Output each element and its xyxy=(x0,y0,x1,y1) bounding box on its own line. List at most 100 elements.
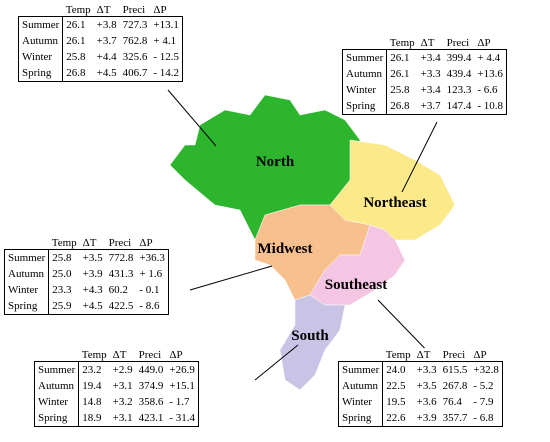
header-cell xyxy=(339,348,383,362)
header-cell xyxy=(5,236,49,250)
value-cell: +4.5 xyxy=(82,300,103,312)
header-cell xyxy=(35,348,79,362)
header-cell: Temp xyxy=(389,36,415,49)
leader-lines xyxy=(167,89,439,381)
value-cell: 26.1 xyxy=(66,19,86,31)
value-cell: 423.1 xyxy=(138,412,164,424)
value-cell: 147.4 xyxy=(446,100,472,112)
value-cell: - 8.6 xyxy=(139,300,160,312)
season-cell: Summer xyxy=(4,249,50,266)
value-cell: +13.6 xyxy=(477,68,503,80)
header-cell: ΔP xyxy=(477,36,491,49)
header-cell: ΔP xyxy=(153,3,167,16)
value-cell: 267.8 xyxy=(442,380,468,392)
value-cell: 24.0 xyxy=(386,364,406,376)
value-cell: 449.0 xyxy=(138,364,164,376)
season-cell: Spring xyxy=(34,410,80,427)
value-cell: +3.7 xyxy=(420,100,441,112)
value-cell: - 12.5 xyxy=(153,51,180,63)
season-cell: Autumn xyxy=(34,378,80,394)
value-cell: 23.2 xyxy=(82,364,102,376)
value-cell: - 6.6 xyxy=(477,84,498,96)
header-cell: Preci xyxy=(446,36,470,49)
region-label: North xyxy=(256,154,295,170)
season-cell: Autumn xyxy=(338,378,384,394)
value-cell: +3.1 xyxy=(112,412,133,424)
value-cell: +3.4 xyxy=(420,52,441,64)
value-cell: +3.5 xyxy=(82,252,103,264)
value-cell: +3.2 xyxy=(112,396,133,408)
value-cell: 26.1 xyxy=(390,68,410,80)
value-cell: - 0.1 xyxy=(139,284,160,296)
value-cell: 727.3 xyxy=(122,19,148,31)
value-cell: 25.8 xyxy=(390,84,410,96)
value-cell: +36.3 xyxy=(139,252,165,264)
header-cell: ΔT xyxy=(112,348,127,361)
value-cell: 358.6 xyxy=(138,396,164,408)
value-cell: +3.5 xyxy=(416,380,437,392)
header-cell: Temp xyxy=(51,236,77,249)
season-cell: Spring xyxy=(18,65,64,82)
value-cell: + 4.1 xyxy=(153,35,177,47)
value-cell: 18.9 xyxy=(82,412,102,424)
value-cell: 25.0 xyxy=(52,268,72,280)
leader-line xyxy=(167,89,217,147)
value-cell: +32.8 xyxy=(473,364,499,376)
header-cell xyxy=(19,3,63,17)
leader-line xyxy=(189,265,273,291)
value-cell: 615.5 xyxy=(442,364,468,376)
season-cell: Summer xyxy=(338,361,384,378)
climate-table: Temp ΔT Preci ΔP Summer 26.1 +3.8 727.3 +13.1 Aut… xyxy=(18,3,184,82)
value-cell: +15.1 xyxy=(169,380,195,392)
header-cell: Preci xyxy=(108,236,132,249)
header-cell: ΔT xyxy=(82,236,97,249)
season-cell: Winter xyxy=(18,49,64,65)
header-cell: Temp xyxy=(385,348,411,361)
region-label: Northeast xyxy=(363,195,426,211)
value-cell: - 6.8 xyxy=(473,412,494,424)
season-cell: Winter xyxy=(34,394,80,410)
value-cell: 374.9 xyxy=(138,380,164,392)
season-cell: Summer xyxy=(342,49,388,66)
season-cell: Autumn xyxy=(18,33,64,49)
value-cell: 123.3 xyxy=(446,84,472,96)
header-cell xyxy=(343,36,387,50)
header-cell: ΔP xyxy=(169,348,183,361)
value-cell: + 1.6 xyxy=(139,268,163,280)
value-cell: 357.7 xyxy=(442,412,468,424)
value-cell: +2.9 xyxy=(112,364,133,376)
value-cell: 25.8 xyxy=(52,252,72,264)
value-cell: - 5.2 xyxy=(473,380,494,392)
header-cell: Preci xyxy=(442,348,466,361)
region-southeast xyxy=(309,224,406,306)
value-cell: 762.8 xyxy=(122,35,148,47)
value-cell: - 1.7 xyxy=(169,396,190,408)
season-cell: Winter xyxy=(4,282,50,298)
header-cell: ΔT xyxy=(416,348,431,361)
value-cell: +3.3 xyxy=(420,68,441,80)
season-cell: Spring xyxy=(342,98,388,115)
region-label: Midwest xyxy=(258,241,313,257)
value-cell: - 31.4 xyxy=(169,412,196,424)
leader-line xyxy=(254,344,299,381)
value-cell: 439.4 xyxy=(446,68,472,80)
value-cell: 22.5 xyxy=(386,380,406,392)
value-cell: 26.1 xyxy=(390,52,410,64)
value-cell: 25.8 xyxy=(66,51,86,63)
season-cell: Summer xyxy=(34,361,80,378)
header-cell: ΔP xyxy=(473,348,487,361)
region-label: South xyxy=(291,328,329,344)
value-cell: +3.8 xyxy=(96,19,117,31)
value-cell: + 4.4 xyxy=(477,52,501,64)
season-cell: Autumn xyxy=(4,266,50,282)
header-cell: ΔT xyxy=(420,36,435,49)
value-cell: 19.5 xyxy=(386,396,406,408)
value-cell: 22.6 xyxy=(386,412,406,424)
value-cell: +3.1 xyxy=(112,380,133,392)
climate-table: Temp ΔT Preci ΔP Summer 24.0 +3.3 615.5 +32.8 Aut… xyxy=(338,348,503,427)
value-cell: 325.6 xyxy=(122,51,148,63)
region-south xyxy=(279,294,346,391)
value-cell: +3.9 xyxy=(416,412,437,424)
